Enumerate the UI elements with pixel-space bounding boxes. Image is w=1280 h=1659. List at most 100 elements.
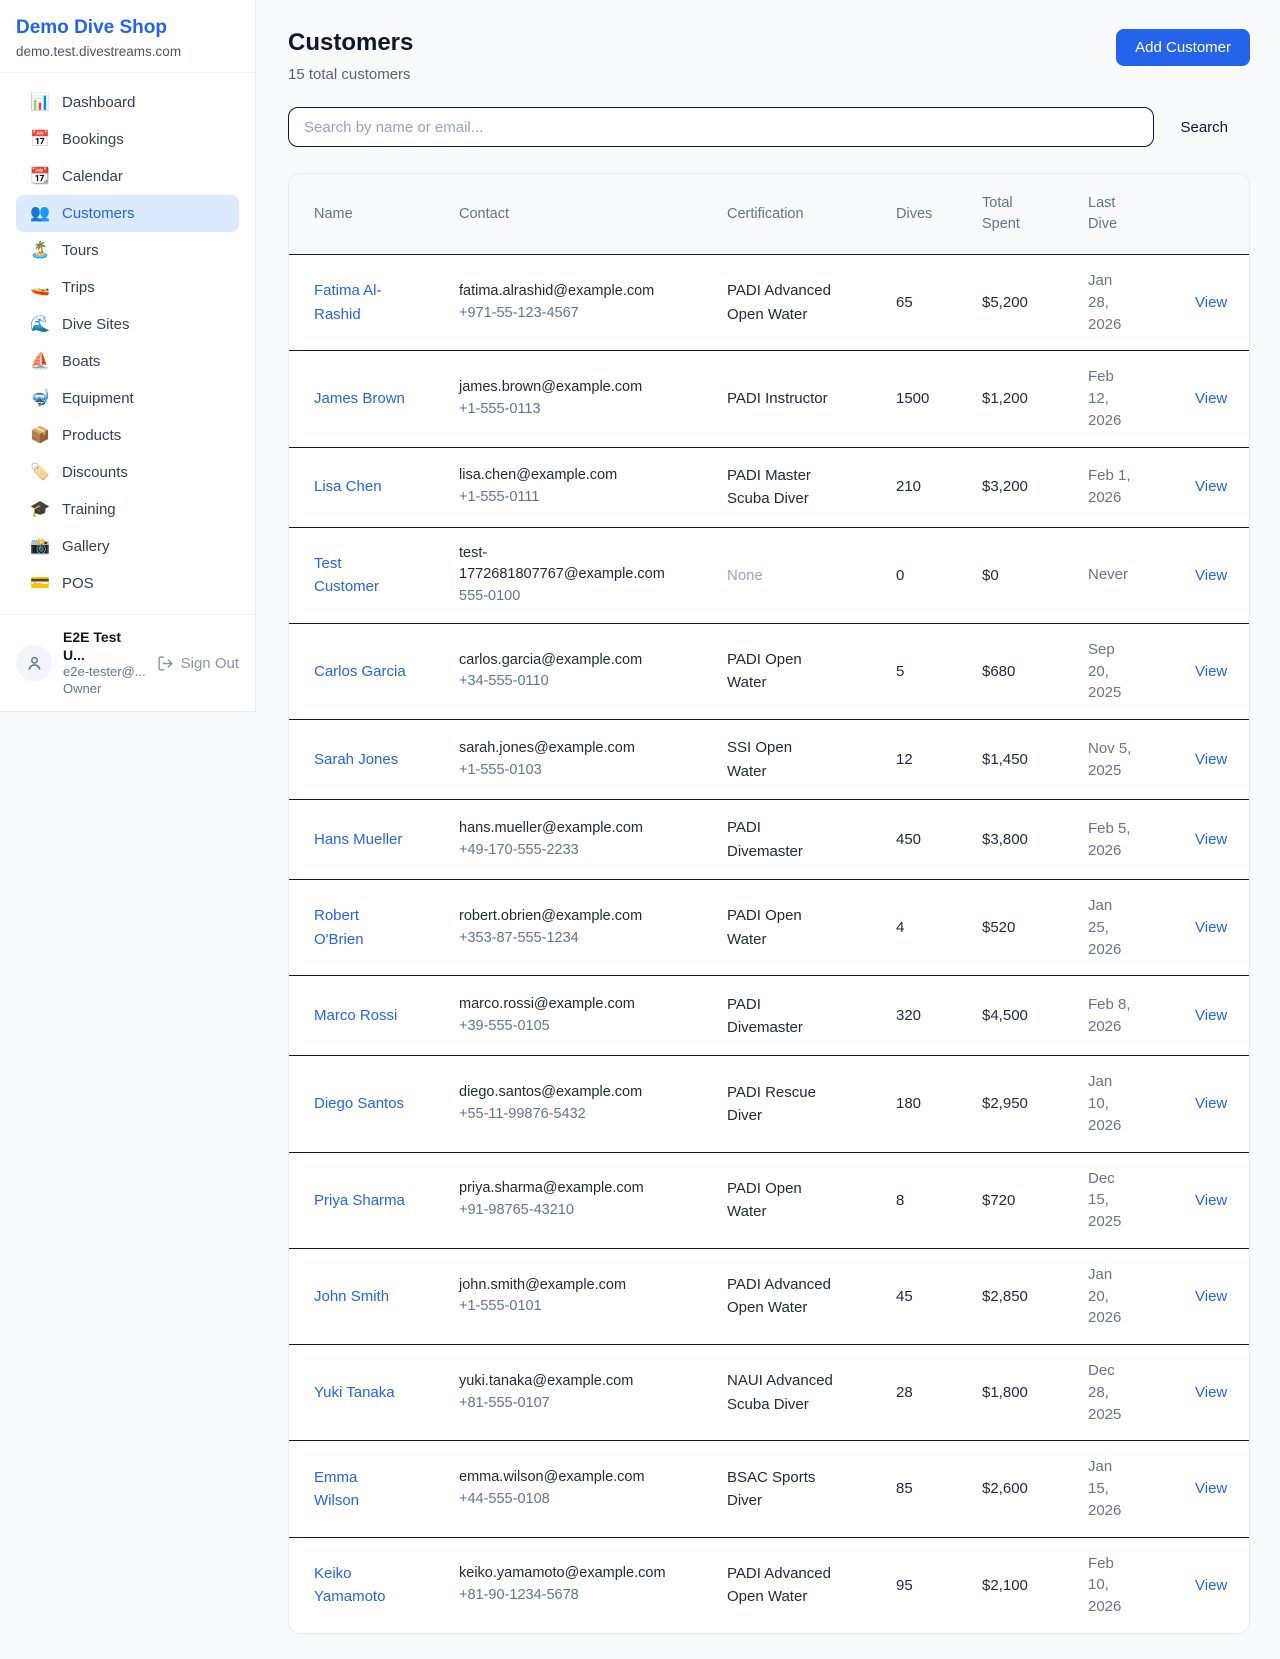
customer-name-link[interactable]: Carlos Garcia xyxy=(314,662,406,680)
nav-item-icon: 📦 xyxy=(30,426,50,444)
last-dive-cell: Feb 1, 2026 xyxy=(1088,467,1131,507)
sidebar-item[interactable]: 📦 Products xyxy=(16,417,239,454)
view-link[interactable]: View xyxy=(1195,478,1228,496)
view-link[interactable]: View xyxy=(1195,566,1228,584)
customer-name-link[interactable]: Test Customer xyxy=(314,554,380,596)
user-name: E2E Test U... xyxy=(63,629,122,664)
sign-out-icon xyxy=(158,655,173,671)
certification-cell: PADI Open Water xyxy=(727,907,802,948)
sidebar-item[interactable]: 📊 Dashboard xyxy=(16,84,239,121)
last-dive-cell: Never xyxy=(1088,566,1129,584)
view-link[interactable]: View xyxy=(1195,1576,1228,1594)
certification-cell: PADI Rescue Diver xyxy=(727,1083,816,1124)
total-spent-cell: $2,100 xyxy=(982,1576,1028,1594)
customer-phone: +1-555-0111 xyxy=(459,489,540,506)
page-header: Customers 15 total customers Add Custome… xyxy=(288,29,1250,83)
nav-item-icon: 📆 xyxy=(30,167,50,185)
total-spent-cell: $520 xyxy=(982,919,1016,937)
sidebar-item[interactable]: 🏷️ Discounts xyxy=(16,454,239,491)
actions-cell: View xyxy=(1195,828,1249,851)
customer-name-link[interactable]: Emma Wilson xyxy=(314,1468,360,1509)
contact-cell: lisa.chen@example.com +1-555-0111 xyxy=(459,465,684,509)
nav-item-label: Customers xyxy=(62,205,135,222)
certification-cell: BSAC Sports Diver xyxy=(727,1468,816,1509)
customer-name-link[interactable]: Yuki Tanaka xyxy=(314,1384,395,1402)
search-button[interactable]: Search xyxy=(1180,118,1228,136)
view-link[interactable]: View xyxy=(1195,919,1228,937)
view-link[interactable]: View xyxy=(1195,830,1228,848)
view-link[interactable]: View xyxy=(1195,1095,1228,1113)
column-header-contact: Contact xyxy=(459,205,509,222)
customer-count: 15 total customers xyxy=(288,66,411,83)
sign-out-button[interactable]: Sign Out xyxy=(157,655,239,672)
sidebar-item[interactable]: 💳 POS xyxy=(16,565,239,602)
total-spent-cell: $3,800 xyxy=(982,830,1028,848)
sidebar-item[interactable]: 🎓 Training xyxy=(16,491,239,528)
contact-cell: robert.obrien@example.com +353-87-555-12… xyxy=(459,906,684,950)
nav-item-icon: 🏝️ xyxy=(30,241,50,259)
page-title-block: Customers 15 total customers xyxy=(288,29,413,83)
customers-table-card: Name Contact Certification Dives Total S… xyxy=(288,173,1250,1634)
contact-cell: test-1772681807767@example.com 555-0100 xyxy=(459,543,684,608)
sidebar-item[interactable]: 📅 Bookings xyxy=(16,121,239,158)
sidebar-item[interactable]: 📸 Gallery xyxy=(16,528,239,565)
customer-name-link[interactable]: John Smith xyxy=(314,1287,390,1305)
shop-title: Demo Dive Shop xyxy=(16,17,167,38)
customer-phone: +81-555-0107 xyxy=(459,1394,550,1411)
customer-name-link[interactable]: Lisa Chen xyxy=(314,478,382,496)
view-link[interactable]: View xyxy=(1195,662,1228,680)
view-link[interactable]: View xyxy=(1195,1191,1228,1209)
user-icon xyxy=(28,656,40,670)
certification-cell: PADI Master Scuba Diver xyxy=(727,466,811,508)
total-spent-cell: $1,200 xyxy=(982,390,1028,408)
view-link[interactable]: View xyxy=(1195,294,1228,312)
customer-name-link[interactable]: Priya Sharma xyxy=(314,1191,405,1209)
name-cell: Yuki Tanaka xyxy=(314,1381,459,1404)
sidebar-item[interactable]: 🏝️ Tours xyxy=(16,232,239,269)
last-dive-cell: Jan 15, 2026 xyxy=(1088,1458,1122,1519)
customer-name-link[interactable]: Fatima Al-Rashid xyxy=(314,282,382,323)
actions-cell: View xyxy=(1195,660,1249,683)
customer-name-link[interactable]: Sarah Jones xyxy=(314,750,399,768)
contact-cell: diego.santos@example.com +55-11-99876-54… xyxy=(459,1082,684,1126)
actions-cell: View xyxy=(1195,916,1249,939)
sidebar-item[interactable]: 🌊 Dive Sites xyxy=(16,306,239,343)
name-cell: Fatima Al-Rashid xyxy=(314,279,459,326)
view-link[interactable]: View xyxy=(1195,1480,1228,1498)
last-dive-cell: Jan 10, 2026 xyxy=(1088,1073,1122,1134)
add-customer-button[interactable]: Add Customer xyxy=(1116,29,1250,66)
customer-name-link[interactable]: Diego Santos xyxy=(314,1095,405,1113)
dives-cell: 12 xyxy=(896,750,913,768)
customer-name-link[interactable]: James Brown xyxy=(314,390,405,408)
sidebar-item[interactable]: 🚤 Trips xyxy=(16,269,239,306)
dives-cell: 1500 xyxy=(896,390,930,408)
view-link[interactable]: View xyxy=(1195,1287,1228,1305)
customer-phone: +971-55-123-4567 xyxy=(459,304,579,321)
total-spent-cell: $680 xyxy=(982,662,1016,680)
customer-name-link[interactable]: Marco Rossi xyxy=(314,1007,398,1025)
dives-cell: 4 xyxy=(896,919,905,937)
customer-name-link[interactable]: Robert O'Brien xyxy=(314,907,364,948)
view-link[interactable]: View xyxy=(1195,750,1228,768)
sidebar-item[interactable]: 🤿 Equipment xyxy=(16,380,239,417)
user-email: e2e-tester@... xyxy=(63,664,146,680)
name-cell: Lisa Chen xyxy=(314,475,459,498)
actions-cell: View xyxy=(1195,564,1249,587)
view-link[interactable]: View xyxy=(1195,1384,1228,1402)
actions-cell: View xyxy=(1195,1092,1249,1115)
view-link[interactable]: View xyxy=(1195,390,1228,408)
customer-name-link[interactable]: Hans Mueller xyxy=(314,830,403,848)
customer-name-link[interactable]: Keiko Yamamoto xyxy=(314,1564,386,1606)
nav-item-icon: 📅 xyxy=(30,130,50,148)
actions-cell: View xyxy=(1195,1189,1249,1212)
table-row: Sarah Jones sarah.jones@example.com +1-5… xyxy=(289,719,1249,799)
last-dive-cell: Dec 15, 2025 xyxy=(1088,1169,1122,1231)
total-spent-cell: $4,500 xyxy=(982,1007,1028,1025)
table-row: John Smith john.smith@example.com +1-555… xyxy=(289,1247,1249,1344)
sidebar-item[interactable]: 📆 Calendar xyxy=(16,158,239,195)
sidebar-item[interactable]: ⛵ Boats xyxy=(16,343,239,380)
search-input[interactable] xyxy=(288,107,1155,147)
contact-cell: keiko.yamamoto@example.com +81-90-1234-5… xyxy=(459,1563,684,1607)
sidebar-item[interactable]: 👥 Customers xyxy=(16,195,239,232)
view-link[interactable]: View xyxy=(1195,1007,1228,1025)
